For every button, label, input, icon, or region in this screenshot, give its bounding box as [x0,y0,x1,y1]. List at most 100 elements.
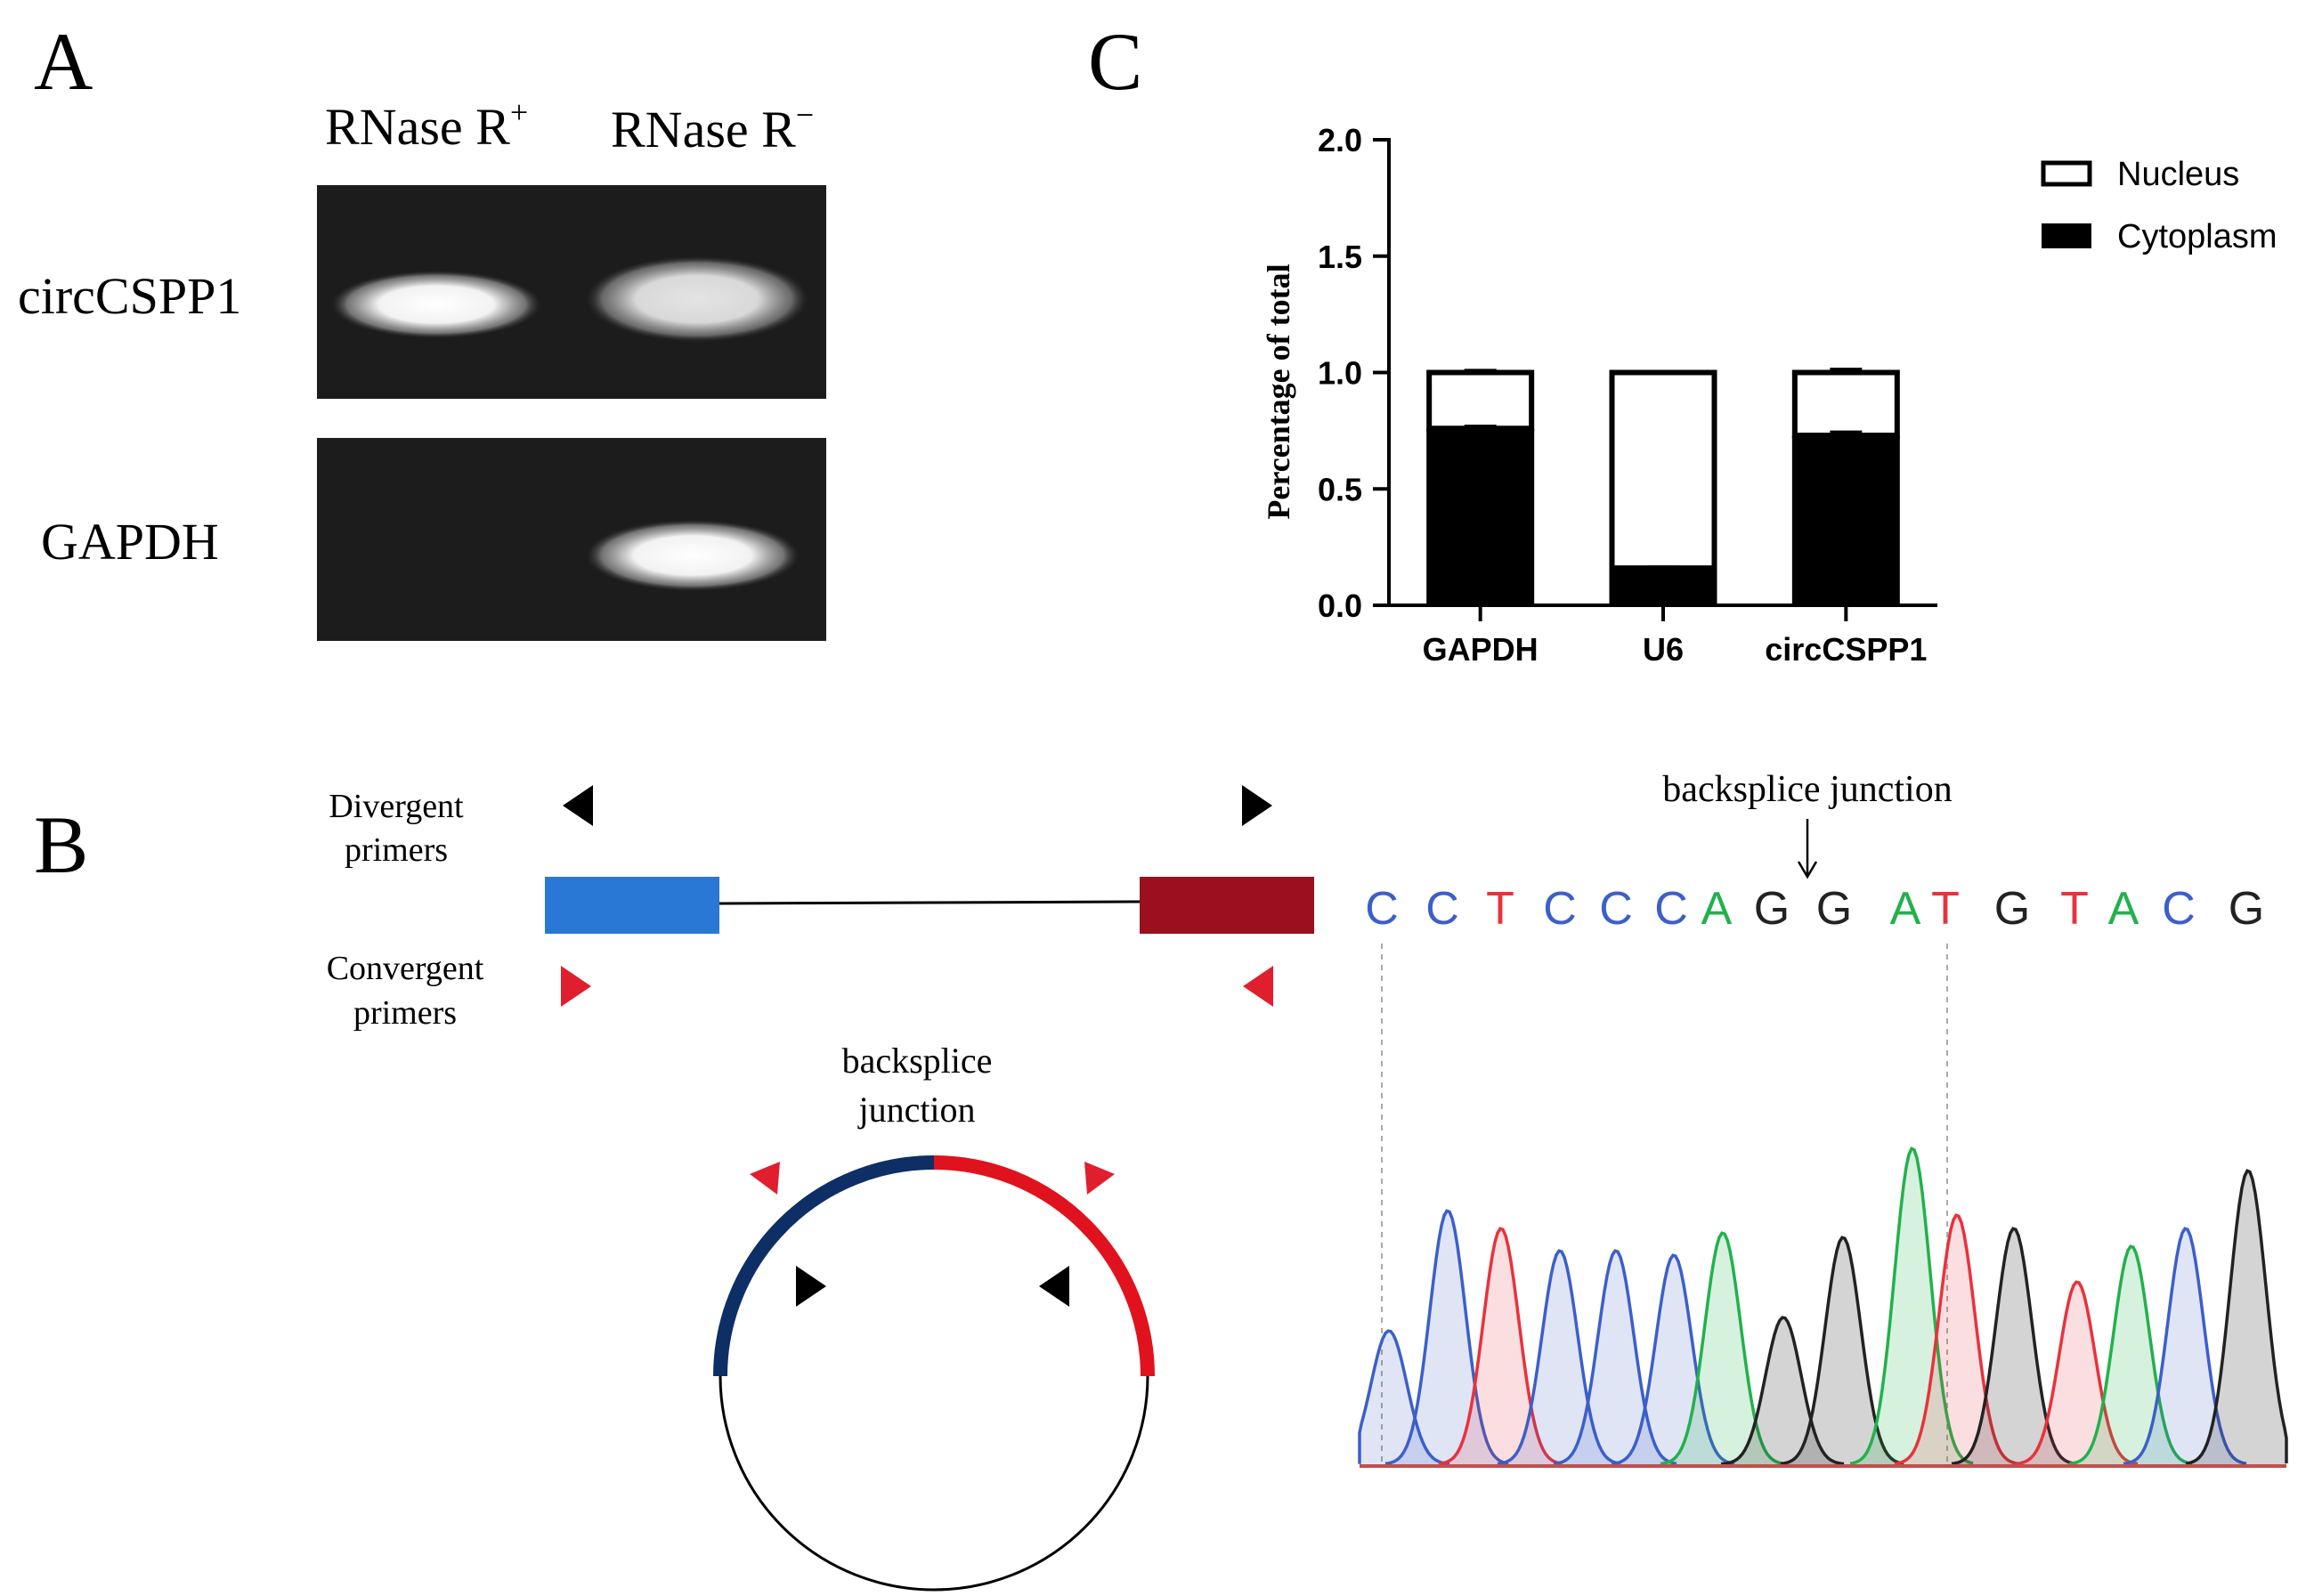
chromatogram-peak-fill [1895,1215,2019,1464]
sequence-base: C [1543,883,1577,935]
circle-junction-label-line2: junction [857,1090,975,1130]
convergent-primers-label-line1: Convergent [327,950,484,987]
chromatogram-peak [1660,1231,1784,1466]
chromatogram-peak [1438,1227,1563,1466]
chromatogram-peak [1384,1209,1509,1466]
circle-convergent-primer-left-icon [750,1162,780,1195]
bar-cytoplasm-gapdh [1426,428,1535,605]
legend-swatch-nucleus [2041,160,2092,187]
panel-label-b: B [34,799,88,890]
sequence-base: A [1701,883,1733,935]
sequence-base: C [1365,883,1399,935]
sequence-base: C [1654,883,1688,935]
chromatogram-peak [1358,1329,1450,1466]
divergent-primer-left-icon [563,785,593,826]
circle-convergent-primer-right-icon [1084,1162,1115,1195]
divergent-primers-label-line1: Divergent [329,788,464,825]
gel-band [331,271,541,338]
chromatogram-peak [1849,1146,1974,1465]
chromatogram-peak [1720,1316,1845,1466]
chromatogram-peak-fill [1439,1228,1563,1464]
col-label-rnase-minus: RNase R− [611,97,814,158]
chromatogram-peak [1553,1249,1677,1466]
circle-junction-label-line1: backsplice [842,1041,993,1081]
panel-label-a: A [34,16,93,107]
y-tick-label: 2.0 [1318,122,1362,158]
chromatogram-peak [1497,1249,1621,1466]
y-tick-label: 0.5 [1318,471,1362,507]
legend-label-cytoplasm: Cytoplasm [2117,218,2277,255]
exon-right [1140,877,1314,934]
gel-image-gapdh [317,438,826,641]
sequence-junction-label: backsplice junction [1662,769,1952,810]
sequence-base: C [1599,883,1633,935]
divergent-primer-right-icon [1242,785,1272,826]
junction-arrowhead-icon [1797,861,1818,879]
sequence-base: A [2108,883,2139,935]
col-label-rnase-plus: RNase R+ [325,94,528,156]
chromatogram-peak [2014,1280,2139,1466]
chromatogram-peak [1894,1213,2018,1466]
sequence-base: T [2060,883,2089,935]
chromatogram-peak-fill [2069,1246,2194,1464]
exon-left [545,877,719,934]
chromatogram-peak-fill [1660,1233,1785,1464]
chromatogram-peak-fill [1554,1251,1678,1464]
circle-exon-left-arc [713,1155,935,1377]
x-tick-label: GAPDH [1423,631,1539,668]
gel-band [586,256,808,342]
chromatogram-peak [2185,1169,2288,1466]
sequence-base: C [1425,883,1459,935]
chromatogram-peak-fill [1360,1331,1451,1464]
legend-label-nucleus: Nucleus [2117,156,2239,193]
chromatogram-peak-fill [1385,1211,1510,1464]
bar-nucleus-u6 [1609,369,1717,571]
circle-divergent-primer-left-icon [796,1266,826,1307]
sequence-base: T [1486,883,1514,935]
chromatogram-peak-fill [1498,1251,1622,1464]
chromatogram-peak-fill [1952,1228,2076,1464]
bar-cytoplasm-u6 [1609,568,1717,605]
sequence-base: A [1890,883,1921,935]
sequence-base: G [1754,883,1790,935]
y-tick-label: 1.5 [1318,239,1362,275]
chromatogram-peak-fill [2015,1282,2139,1464]
bar-cytoplasm-circcspp1 [1791,435,1900,605]
chromatogram-peak [2068,1244,2193,1466]
gel-image-circcspp1 [317,185,826,399]
chromatogram-peak-fill [2123,1228,2248,1464]
chromatogram-peak-fill [1721,1317,1846,1464]
row-label-circcspp1: circCSPP1 [18,267,241,325]
chromatogram-peak [2123,1227,2247,1466]
legend-swatch-cytoplasm [2042,223,2091,248]
sequence-base: T [1931,883,1960,935]
divergent-primers-label-line2: primers [345,831,448,869]
convergent-primer-left-icon [561,966,591,1007]
chromatogram-peak [1611,1253,1735,1466]
gel-band [586,520,800,591]
sequence-base: C [2162,883,2196,935]
bar-nucleus-gapdh [1426,369,1535,432]
chromatogram-peak-fill [1850,1148,1975,1464]
circle-exon-right-arc [933,1155,1155,1377]
legend: Nucleus Cytoplasm [2041,156,2277,255]
y-axis-label: Percentage of total [1261,263,1296,519]
y-tick-label: 1.0 [1318,355,1362,392]
chromatogram-peak [1780,1235,1904,1466]
bar-nucleus-circcspp1 [1791,369,1900,439]
sequence-base: G [1816,883,1852,935]
circle-divergent-primer-right-icon [1039,1266,1069,1307]
sequence-base: G [2229,883,2264,935]
sequence-base: G [1994,883,2030,935]
chromatogram-peak-fill [1612,1255,1736,1464]
row-label-gapdh: GAPDH [41,513,219,571]
stacked-bar-chart: 0.0 0.5 1.0 1.5 2.0 GAPDH U6 circCSPP1 Percent… [1261,122,2277,668]
convergent-primer-right-icon [1243,966,1273,1007]
x-tick-label: circCSPP1 [1765,631,1927,668]
chromatogram-peak [1951,1227,2075,1466]
convergent-primers-label-line2: primers [353,994,457,1032]
x-tick-label: U6 [1643,631,1684,668]
chromatogram-trace [1358,1146,2288,1466]
